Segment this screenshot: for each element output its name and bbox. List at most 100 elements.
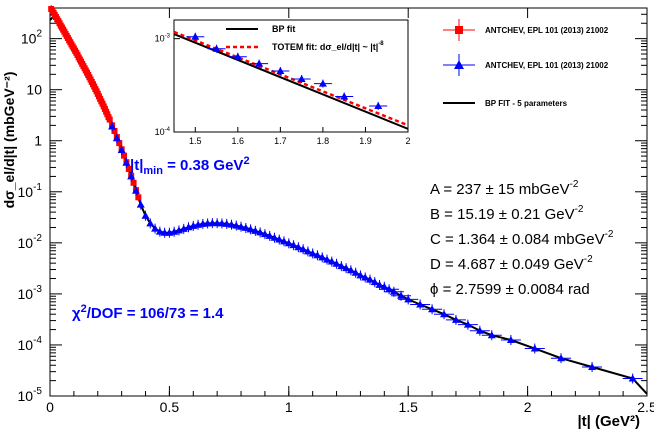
x-tick-label: 2 [524, 399, 532, 415]
blue-triangle-point [217, 218, 226, 229]
blue-triangle-point [299, 244, 308, 255]
y-tick-label: 10-4 [18, 335, 43, 353]
blue-triangle-point [332, 258, 341, 269]
blue-triangle-point [151, 223, 160, 234]
blue-triangle-point [303, 246, 312, 257]
inset-blue-point [186, 32, 205, 41]
blue-triangle-point [308, 248, 317, 259]
blue-triangle-point [370, 277, 379, 288]
blue-triangle-point [361, 272, 370, 283]
y-tick-label: 1 [34, 133, 42, 149]
blue-triangle-point [265, 230, 274, 241]
blue-triangle-point [500, 334, 521, 345]
legend-red-square: ANTCHEV, EPL 101 (2013) 21002 [443, 19, 609, 41]
blue-triangle-point [410, 299, 431, 310]
inset-x-tick-label: 1.7 [274, 136, 287, 146]
blue-triangle-point [284, 238, 293, 249]
blue-triangle-point [289, 240, 298, 251]
blue-triangle-point [379, 284, 400, 295]
blue-triangle-point [117, 144, 126, 155]
legend-fit-line: BP FIT - 5 parameters [443, 99, 568, 108]
blue-triangle-point [251, 225, 260, 236]
x-tick-label: 1.5 [398, 399, 418, 415]
blue-triangle-point [280, 236, 289, 247]
x-tick-label: 0.5 [160, 399, 180, 415]
blue-triangle-point [122, 157, 131, 168]
x-axis-label: |t| (GeV²) [577, 413, 640, 430]
data-points-layer [48, 5, 643, 384]
y-tick-label: 102 [21, 29, 43, 47]
inset-blue-point [369, 101, 388, 110]
blue-triangle-point [222, 218, 231, 229]
blue-triangle-point [108, 121, 117, 132]
x-tick-label: 1 [285, 399, 293, 415]
blue-triangle-point [237, 221, 246, 232]
blue-triangle-point [524, 343, 545, 354]
inset-legend: BP fit TOTEM fit: dσ_el/d|t| ~ |t|-8 [226, 24, 384, 52]
blue-triangle-point [131, 185, 140, 196]
y-tick-label: 10-5 [18, 386, 43, 404]
legend-blue-triangle: ANTCHEV, EPL 101 (2013) 21002 [443, 54, 609, 76]
blue-triangle-point [294, 242, 303, 253]
red-square-point [125, 164, 132, 173]
inset-data-points [186, 32, 388, 110]
legend-label-red: ANTCHEV, EPL 101 (2013) 21002 [485, 26, 609, 35]
inset-y-tick-label: 10-3 [155, 34, 171, 44]
blue-triangle-point [337, 261, 346, 272]
y-tick-label: 10-2 [18, 233, 43, 251]
blue-triangle-point [351, 267, 360, 278]
blue-triangle-point [256, 227, 265, 238]
blue-triangle-point [622, 373, 643, 384]
x-tick-label: 2.5 [637, 399, 654, 415]
red-square-point [121, 151, 128, 160]
blue-triangle-point [434, 309, 455, 320]
main-legend: ANTCHEV, EPL 101 (2013) 21002 ANTCHEV, E… [443, 19, 609, 108]
inset-x-tick-label: 1.9 [359, 136, 372, 146]
chi2-annotation: χ2/DOF = 106/73 = 1.4 [72, 303, 224, 322]
blue-triangle-point [398, 294, 419, 305]
blue-triangle-point [346, 265, 355, 276]
inset-blue-point [228, 52, 247, 61]
y-tick-label: 10-1 [18, 182, 43, 200]
param-c: C = 1.364 ± 0.084 mbGeV-2 [430, 229, 614, 248]
blue-triangle-point [260, 229, 269, 240]
blue-triangle-point [227, 219, 236, 230]
blue-triangle-point [112, 133, 121, 144]
red-square-point [135, 193, 142, 202]
blue-triangle-point [481, 330, 502, 341]
inset-x-tick-label: 2 [405, 136, 410, 146]
blue-triangle-point [323, 254, 332, 265]
blue-triangle-point [582, 361, 603, 372]
param-phi: ϕ = 2.7599 ± 0.0084 rad [430, 281, 590, 298]
param-b: B = 15.19 ± 0.21 GeV-2 [430, 204, 584, 223]
blue-triangle-point [246, 224, 255, 235]
inset-blue-point [250, 59, 269, 68]
blue-triangle-point [127, 171, 136, 182]
inset-axis-ticks: 1.5 1.6 1.7 1.8 1.9 2 10-3 10-4 [155, 34, 411, 146]
inset-x-tick-label: 1.5 [189, 136, 202, 146]
blue-triangle-point [365, 274, 374, 285]
blue-triangle-point [327, 256, 336, 267]
legend-label-fit: BP FIT - 5 parameters [485, 99, 568, 108]
red-square-point [130, 178, 137, 187]
inset-legend-totem: TOTEM fit: dσ_el/d|t| ~ |t|-8 [272, 41, 384, 52]
blue-triangle-point [241, 222, 250, 233]
blue-triangle-point [270, 232, 279, 243]
main-plot-frame [49, 7, 648, 397]
legend-label-blue: ANTCHEV, EPL 101 (2013) 21002 [485, 61, 609, 70]
x-tick-label: 0 [46, 399, 54, 415]
red-square-point [106, 115, 113, 124]
y-axis-label: dσ_el/d|t| (mbGeV⁻²) [1, 72, 17, 209]
blue-triangle-point [313, 250, 322, 261]
inset-fit-lines [173, 30, 409, 130]
axis-ticks: 0 0.5 1 1.5 2 2.5 102 10 1 10-1 10-2 10-3 10-4 10-5 [18, 8, 654, 415]
inset-blue-point [313, 79, 332, 88]
inset-blue-point [207, 44, 226, 53]
blue-triangle-point [232, 220, 241, 231]
fit-parameters: A = 237 ± 15 mbGeV-2 B = 15.19 ± 0.21 Ge… [430, 179, 614, 298]
inset-blue-point [292, 74, 311, 83]
blue-triangle-point [275, 234, 284, 245]
blue-triangle-point [375, 279, 384, 290]
inset-bp-fit-line [173, 33, 409, 130]
